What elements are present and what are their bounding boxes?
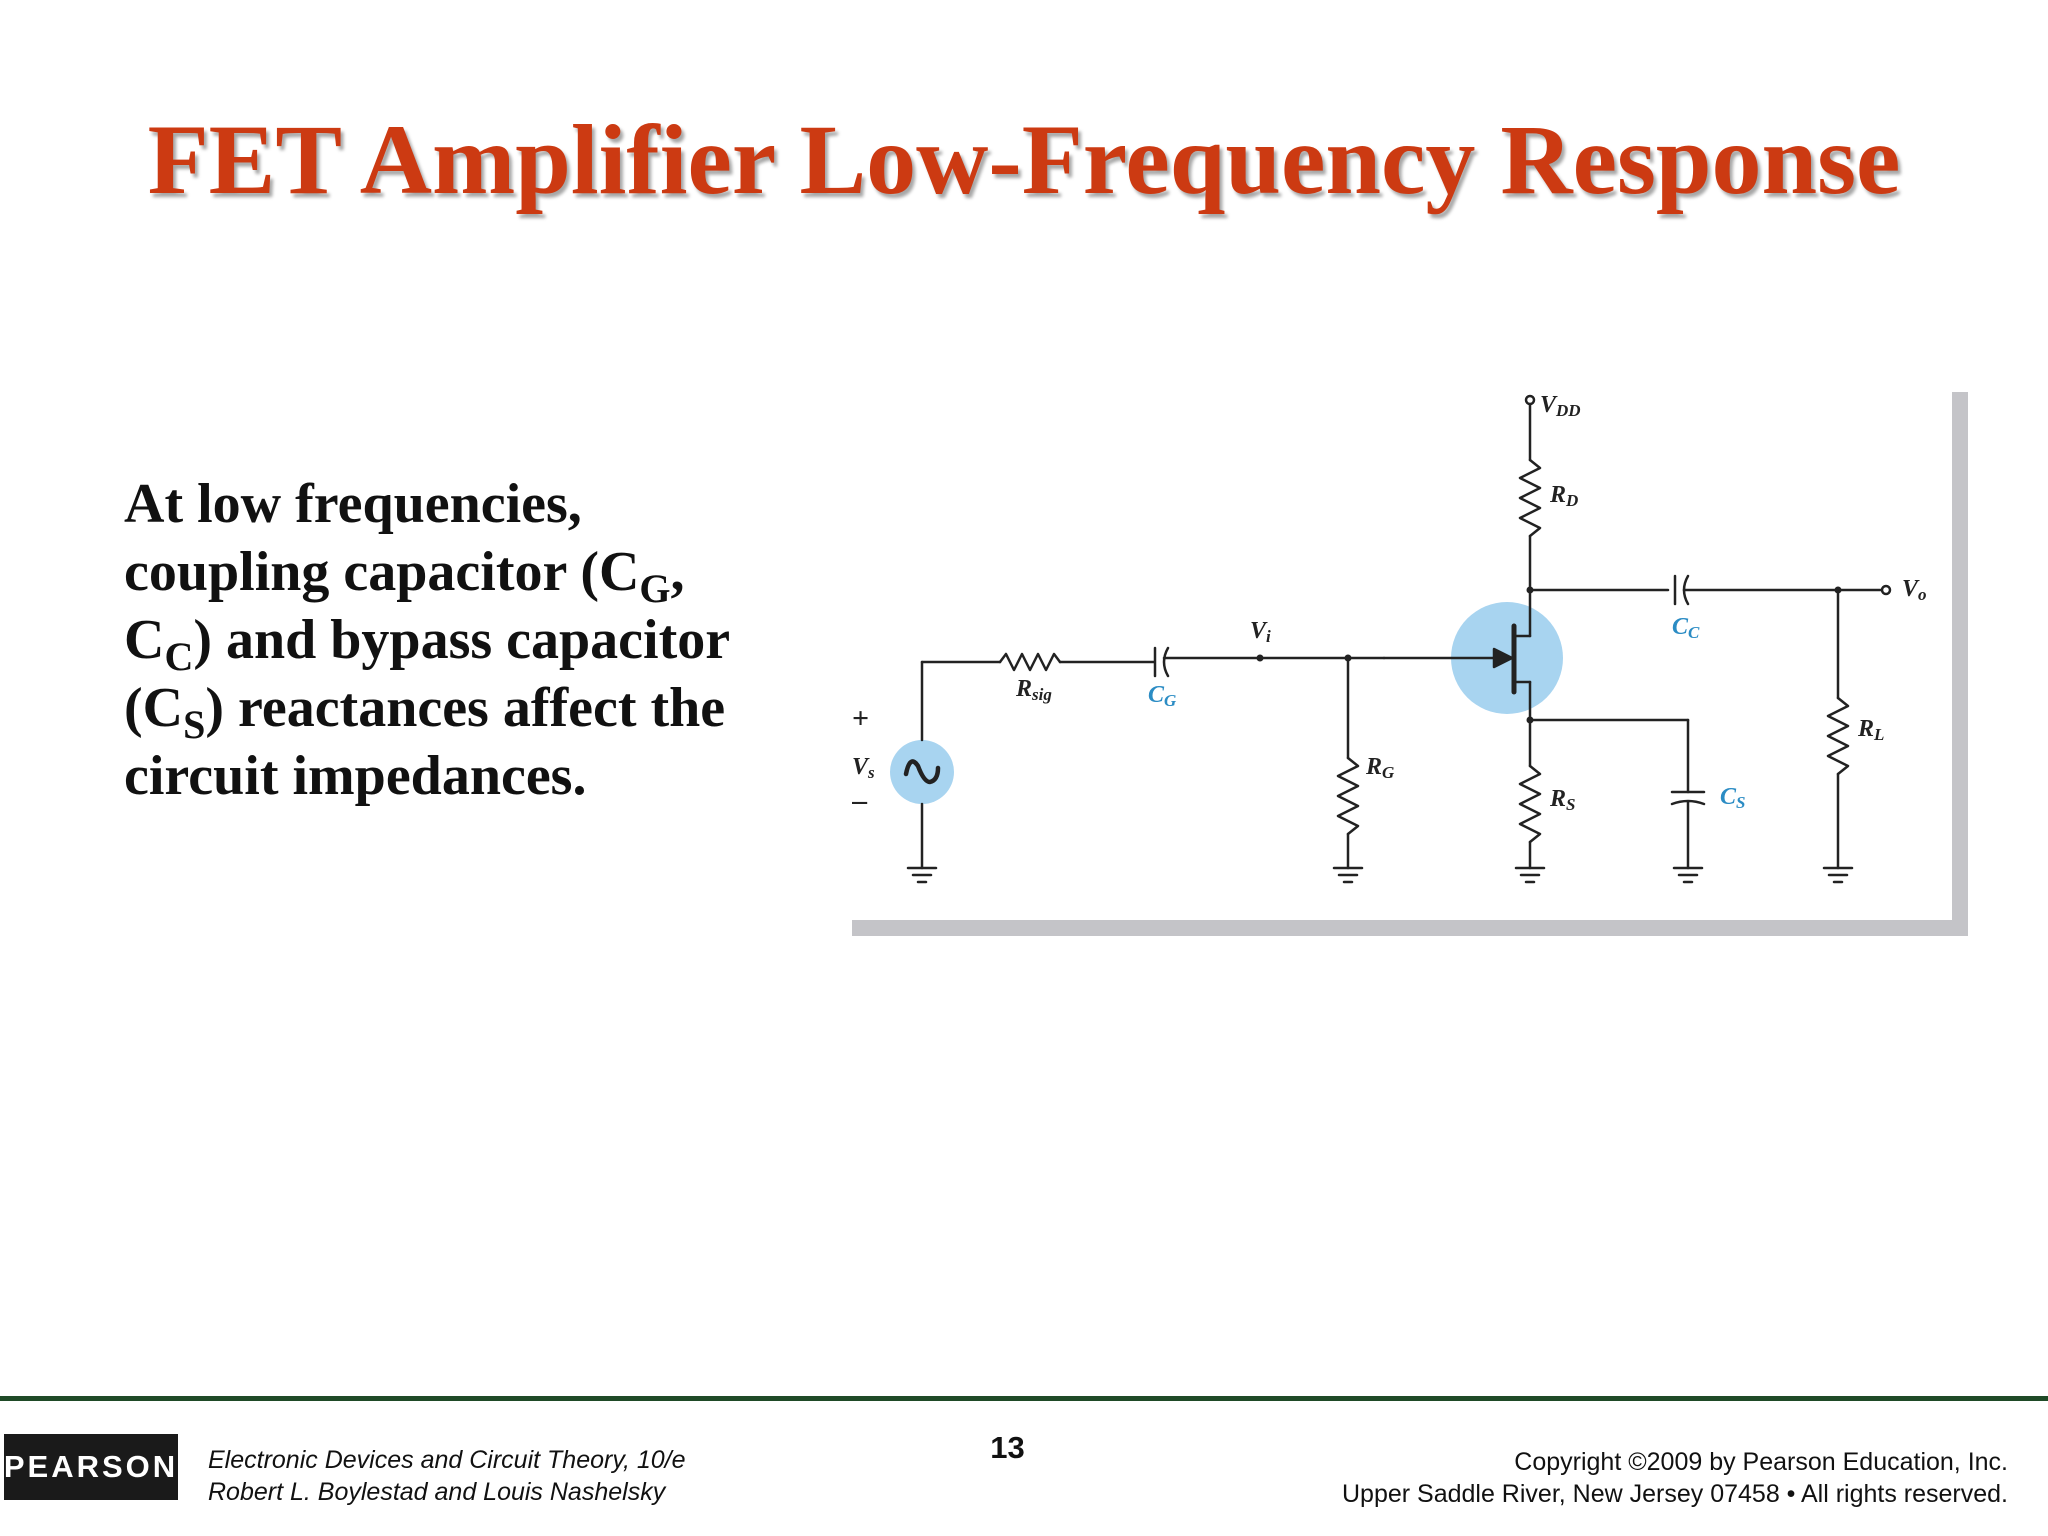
rl-resistor (1826, 696, 1850, 776)
pearson-logo: PEARSON (4, 1434, 178, 1500)
copyright-notice: Copyright ©2009 by Pearson Education, In… (1342, 1446, 2008, 1510)
label-rg: RG (1365, 754, 1395, 782)
book-authors: Robert L. Boylestad and Louis Nashelsky (208, 1478, 666, 1506)
rd-resistor (1518, 458, 1542, 538)
slide-body-text: At low frequencies, coupling capacitor (… (124, 470, 764, 810)
rg-resistor (1336, 756, 1360, 836)
vi-node (1256, 654, 1264, 662)
body-line-4: (CS) reactances affect the (124, 677, 726, 747)
slide-title: FET Amplifier Low-Frequency Response (147, 104, 1901, 215)
body-line-1: At low frequencies, (124, 473, 582, 535)
body-line-2: coupling capacitor (CG, (124, 541, 685, 611)
page-number: 13 (990, 1430, 1025, 1465)
label-rl: RL (1857, 716, 1884, 744)
label-cs: CS (1720, 784, 1745, 812)
circuit-diagram: VDD RD Vo Vi Rsig RG RS RL Vs + – CC CG … (851, 390, 1968, 936)
rs-resistor (1518, 764, 1542, 844)
footer-divider (0, 1396, 2048, 1401)
ground-icon-cs (1672, 866, 1704, 884)
copyright-line-2: Upper Saddle River, New Jersey 07458 • A… (1341, 1480, 2008, 1508)
label-vi: Vi (1250, 618, 1271, 646)
body-line-3: CC) and bypass capacitor (124, 609, 731, 679)
panel-shadow-bottom (852, 920, 1968, 936)
circuit-panel (852, 390, 1968, 936)
cg-plate-2 (1162, 646, 1170, 678)
label-vo: Vo (1902, 576, 1927, 604)
jfet-gate-arrow (1492, 647, 1514, 669)
label-rd: RD (1549, 482, 1578, 510)
label-cc: CC (1672, 614, 1700, 642)
ground-icon-rg (1332, 866, 1364, 884)
rsig-resistor (998, 652, 1062, 672)
label-minus: – (852, 784, 868, 817)
copyright-line-1: Copyright ©2009 by Pearson Education, In… (1514, 1448, 2008, 1476)
label-plus: + (852, 702, 869, 735)
label-vs: Vs (852, 754, 875, 782)
book-credit: Electronic Devices and Circuit Theory, 1… (208, 1444, 686, 1508)
label-vdd: VDD (1540, 392, 1581, 420)
ground-icon-rl (1822, 866, 1854, 884)
ground-icon-rs (1514, 866, 1546, 884)
ground-icon-vs (906, 866, 938, 884)
book-title: Electronic Devices and Circuit Theory, 1… (208, 1446, 686, 1474)
sine-icon (903, 759, 941, 785)
vo-terminal (1880, 584, 1892, 596)
label-rs: RS (1549, 786, 1575, 814)
body-line-5: circuit impedances. (124, 745, 587, 807)
label-rsig: Rsig (1015, 676, 1052, 704)
panel-shadow-right (1952, 392, 1968, 936)
label-cg: CG (1148, 682, 1177, 710)
